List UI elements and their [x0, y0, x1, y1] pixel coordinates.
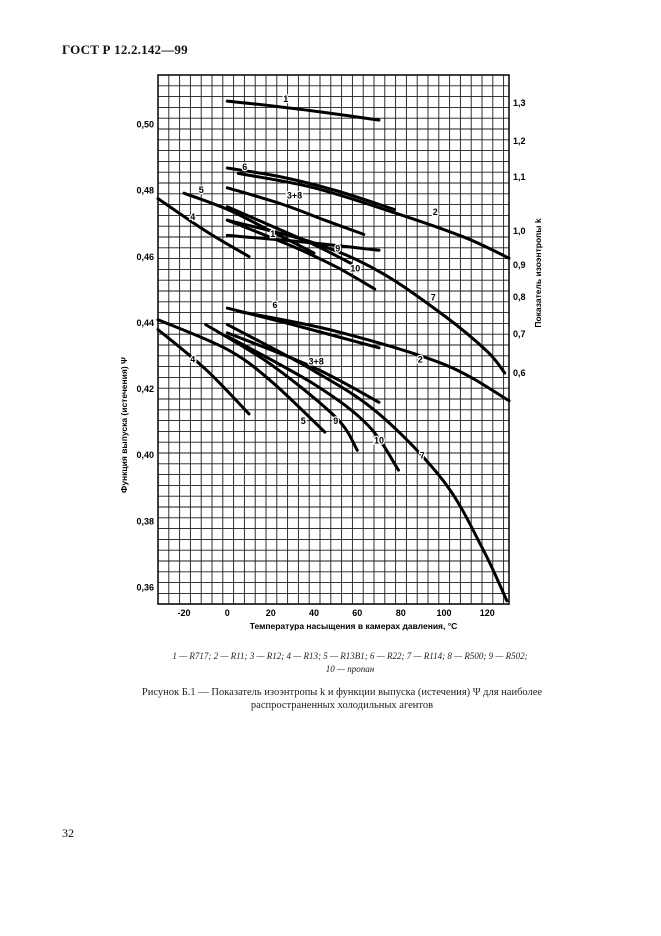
x-tick-label: 120	[480, 608, 495, 618]
k-curve-6	[225, 166, 396, 211]
psi-curve-label-7: 7	[420, 451, 425, 461]
psi-curve-label-4: 4	[190, 355, 195, 365]
psi-curve-label-1: 1	[270, 229, 275, 239]
chart-grid	[157, 74, 510, 605]
k-curve-3-8	[225, 186, 366, 236]
k-curve-label-7: 7	[431, 293, 436, 303]
left-tick-label: 0,48	[136, 186, 154, 196]
right-tick-label: 1,2	[513, 136, 526, 146]
legend-item: 7 — R114;	[406, 651, 448, 661]
x-tick-label: -20	[177, 608, 190, 618]
legend-item: 3 — R12;	[249, 651, 287, 661]
legend-item: 1 — R717;	[172, 651, 214, 661]
k-curve-label-3-8: 3+8	[287, 191, 302, 201]
psi-curve-5	[156, 318, 327, 434]
psi-curve-label-2: 2	[418, 355, 423, 365]
k-curve-label-2: 2	[433, 207, 438, 217]
right-axis-label: Показатель изоэнтропы k	[533, 218, 543, 328]
page-number: 32	[62, 826, 74, 840]
psi-curve-1	[225, 233, 381, 252]
legend-item: 10 — пропан	[325, 664, 375, 674]
psi-curve-label-10: 10	[374, 436, 384, 446]
right-tick-label: 0,7	[513, 329, 526, 339]
plot-frame	[157, 74, 510, 605]
x-axis-label: Температура насыщения в камерах давления…	[250, 621, 458, 631]
legend-item: 2 — R11;	[213, 651, 250, 661]
k-curve-10	[225, 218, 377, 291]
left-tick-label: 0,46	[136, 252, 154, 262]
legend-item: 4 — R13;	[286, 651, 324, 661]
x-tick-label: 80	[396, 608, 406, 618]
left-tick-label: 0,38	[136, 516, 154, 526]
legend-item: 9 — R502;	[488, 651, 528, 661]
left-tick-label: 0,36	[136, 583, 154, 593]
right-tick-label: 0,6	[513, 368, 526, 378]
legend-item: 8 — R500;	[447, 651, 489, 661]
right-tick-label: 0,8	[513, 292, 526, 302]
chart-axes: -20 0 20 40 60 80 100 120 Температура насыщения …	[119, 98, 543, 631]
legend-item: 6 — R22;	[370, 651, 407, 661]
psi-curve-label-9: 9	[333, 416, 338, 426]
k-curve-5	[182, 191, 316, 255]
right-tick-label: 1,0	[513, 226, 526, 236]
psi-curve-label-5: 5	[301, 416, 306, 426]
psi-curve-7	[225, 323, 509, 603]
left-tick-label: 0,42	[136, 384, 154, 394]
right-tick-label: 1,1	[513, 172, 526, 182]
x-tick-label: 40	[309, 608, 319, 618]
chart: 1 6 2 3+8 5 9 4 10 7 1 6 2 3+8 4 5 9 10 7 -20 0 20 40 60 80 100…	[119, 74, 543, 631]
k-curve-1	[225, 99, 381, 122]
left-tick-label: 0,50	[136, 120, 154, 130]
psi-curve-4	[156, 328, 251, 416]
k-curve-2	[236, 171, 511, 260]
x-tick-label: 100	[436, 608, 451, 618]
caption-text: Показатель изоэнтропы k и функции выпуск…	[211, 687, 543, 711]
psi-curve-10	[225, 334, 400, 472]
right-tick-label: 1,3	[513, 98, 526, 108]
chart-series-labels: 1 6 2 3+8 5 9 4 10 7 1 6 2 3+8 4 5 9 10 7	[189, 93, 439, 462]
chart-legend: 1 — R717; 2 — R11; 3 — R12; 4 — R13; 5 —…	[150, 650, 550, 676]
right-tick-label: 0,9	[513, 260, 526, 270]
caption-label: Рисунок Б.1	[141, 687, 196, 698]
k-curve-label-5: 5	[199, 185, 204, 195]
legend-item: 5 — R13B1;	[323, 651, 370, 661]
chart-series	[156, 99, 511, 603]
k-curve-label-4: 4	[190, 212, 195, 222]
left-axis-label: Функция выпуска (истечения) Ψ	[119, 357, 129, 493]
x-tick-label: 20	[266, 608, 276, 618]
k-curve-label-6: 6	[242, 162, 247, 172]
x-tick-label: 0	[225, 608, 230, 618]
psi-curve-label-6: 6	[272, 300, 277, 310]
k-curve-label-10: 10	[350, 263, 360, 273]
k-curve-7	[225, 218, 507, 375]
psi-curve-2	[236, 309, 511, 403]
left-tick-label: 0,44	[136, 318, 154, 328]
left-tick-label: 0,40	[136, 450, 154, 460]
figure-caption: Рисунок Б.1 — Показатель изоэнтропы k и …	[141, 687, 543, 711]
k-curve-label-9: 9	[335, 243, 340, 253]
k-curve-4	[156, 197, 251, 258]
x-tick-label: 60	[352, 608, 362, 618]
k-curve-label-1: 1	[283, 94, 288, 104]
document-header: ГОСТ Р 12.2.142—99	[62, 42, 188, 57]
psi-curve-3-8	[225, 331, 381, 404]
psi-curve-label-3-8: 3+8	[309, 356, 324, 366]
